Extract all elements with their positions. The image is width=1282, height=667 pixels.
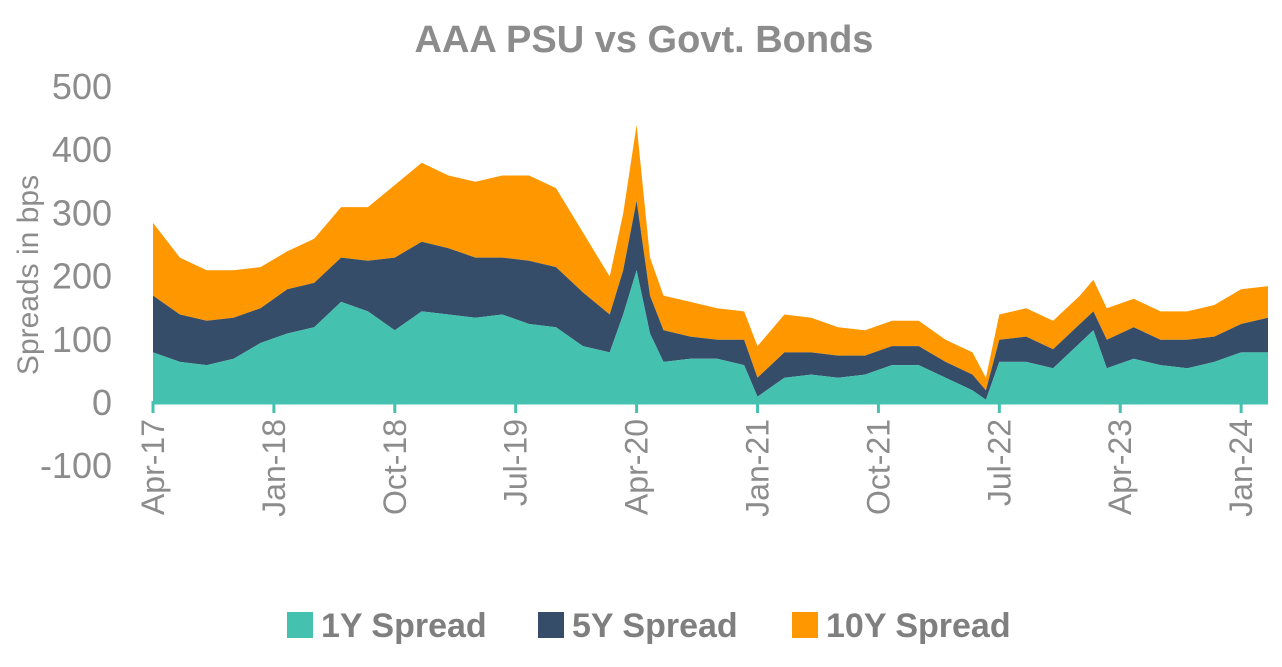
legend-label: 5Y Spread	[572, 607, 738, 645]
x-tick-label: Jan-24	[1223, 419, 1259, 517]
series-area-2	[153, 200, 1268, 400]
legend-label: 1Y Spread	[321, 607, 487, 645]
chart-title: AAA PSU vs Govt. Bonds	[415, 19, 874, 61]
x-tick-label: Jul-22	[981, 419, 1017, 506]
x-tick-label: Jan-18	[256, 419, 292, 517]
y-tick-label: 500	[52, 66, 112, 107]
x-tick-label: Oct-21	[860, 419, 896, 515]
y-axis-label: Spreads in bps	[12, 175, 45, 375]
x-tick-label: Jul-19	[498, 419, 534, 506]
y-axis-ticks: 500 400 300 200 100 0 -100	[40, 66, 112, 486]
series-area-3	[153, 124, 1268, 391]
y-tick-label: 0	[92, 382, 112, 423]
legend-swatch	[538, 612, 564, 638]
x-axis-ticks: Apr-17 Jan-18 Oct-18 Jul-19 Apr-20 Jan-21 Oct-…	[135, 401, 1259, 517]
x-tick-label: Apr-17	[135, 419, 171, 515]
series-areas	[153, 124, 1268, 403]
series-area-1	[153, 270, 1268, 403]
legend-swatch	[792, 612, 818, 638]
legend-label: 10Y Spread	[826, 607, 1011, 645]
x-tick-label: Oct-18	[377, 419, 413, 515]
legend: 1Y Spread 5Y Spread 10Y Spread	[287, 607, 1011, 645]
x-tick-label: Apr-23	[1102, 419, 1138, 515]
x-tick-label: Apr-20	[619, 419, 655, 515]
legend-swatch	[287, 612, 313, 638]
y-tick-label: 100	[52, 319, 112, 360]
y-tick-label: 300	[52, 192, 112, 233]
y-tick-label: 200	[52, 256, 112, 297]
x-tick-label: Jan-21	[740, 419, 776, 517]
y-tick-label: -100	[40, 445, 112, 486]
y-tick-label: 400	[52, 129, 112, 170]
